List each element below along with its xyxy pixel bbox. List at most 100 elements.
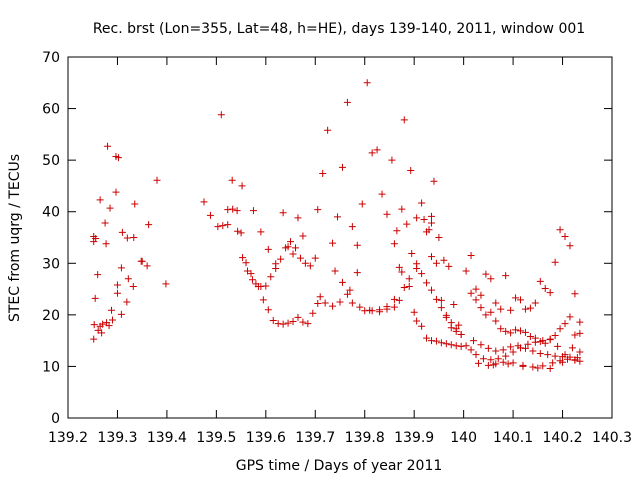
data-point bbox=[279, 209, 287, 217]
x-tick-label: 139.6 bbox=[246, 430, 286, 446]
data-point bbox=[117, 264, 125, 272]
data-point bbox=[418, 270, 426, 278]
data-point bbox=[504, 360, 512, 368]
data-point bbox=[457, 342, 465, 350]
data-point bbox=[521, 305, 529, 313]
data-point bbox=[249, 207, 257, 215]
data-point bbox=[137, 257, 145, 265]
data-point bbox=[90, 321, 98, 329]
data-point bbox=[262, 282, 270, 290]
data-point bbox=[571, 356, 579, 364]
data-point bbox=[388, 156, 396, 164]
data-point bbox=[413, 214, 421, 222]
data-point bbox=[472, 351, 480, 359]
data-point bbox=[252, 280, 260, 288]
data-point bbox=[427, 219, 435, 227]
data-point bbox=[502, 272, 510, 280]
plot-frame bbox=[67, 56, 613, 419]
data-point bbox=[551, 258, 559, 266]
data-point bbox=[571, 290, 579, 298]
y-tick-label: 30 bbox=[42, 256, 60, 272]
y-tick-label: 60 bbox=[42, 102, 60, 118]
data-point bbox=[338, 163, 346, 171]
data-point bbox=[143, 262, 151, 270]
data-point bbox=[455, 321, 463, 329]
data-point bbox=[489, 361, 497, 369]
data-point bbox=[331, 267, 339, 275]
data-point bbox=[229, 205, 237, 213]
data-point bbox=[91, 294, 99, 302]
data-point bbox=[432, 337, 440, 345]
data-point bbox=[98, 329, 106, 337]
data-point bbox=[526, 333, 534, 341]
data-point bbox=[162, 280, 170, 288]
data-point bbox=[284, 319, 292, 327]
data-point bbox=[228, 176, 236, 184]
data-point bbox=[571, 331, 579, 339]
data-point bbox=[467, 252, 475, 260]
y-tick-label: 20 bbox=[42, 308, 60, 324]
data-point bbox=[442, 340, 450, 348]
data-point bbox=[131, 200, 139, 208]
data-point bbox=[102, 240, 110, 248]
data-point bbox=[356, 303, 364, 311]
data-point bbox=[353, 241, 361, 249]
data-point bbox=[343, 98, 351, 106]
data-point bbox=[487, 356, 495, 364]
data-point bbox=[517, 327, 525, 335]
data-point bbox=[549, 359, 557, 367]
data-point bbox=[259, 296, 267, 304]
data-point bbox=[437, 304, 445, 312]
data-point bbox=[497, 305, 505, 313]
data-point bbox=[512, 294, 520, 302]
data-point bbox=[477, 304, 485, 312]
data-point bbox=[418, 199, 426, 207]
data-point bbox=[551, 331, 559, 339]
data-point bbox=[304, 320, 312, 328]
data-point bbox=[106, 204, 114, 212]
data-point bbox=[529, 363, 537, 371]
data-point bbox=[96, 196, 104, 204]
data-point bbox=[462, 342, 470, 350]
data-point bbox=[299, 318, 307, 326]
data-point bbox=[470, 337, 478, 345]
data-point bbox=[546, 364, 554, 372]
data-point bbox=[437, 296, 445, 304]
data-point bbox=[425, 226, 433, 234]
data-point bbox=[109, 316, 117, 324]
data-point bbox=[482, 270, 490, 278]
data-point bbox=[576, 318, 584, 326]
data-point bbox=[224, 206, 232, 214]
data-point bbox=[398, 268, 406, 276]
chart-title: Rec. brst (Lon=355, Lat=48, h=HE), days … bbox=[93, 21, 585, 37]
data-point bbox=[395, 263, 403, 271]
data-point bbox=[398, 205, 406, 213]
x-axis-label: GPS time / Days of year 2011 bbox=[236, 458, 443, 474]
data-point bbox=[494, 355, 502, 363]
data-point bbox=[507, 329, 515, 337]
data-point bbox=[440, 256, 448, 264]
data-point bbox=[206, 211, 214, 219]
data-point bbox=[361, 307, 369, 315]
data-point bbox=[90, 232, 98, 240]
data-point bbox=[294, 313, 302, 321]
data-point bbox=[437, 339, 445, 347]
data-point bbox=[427, 337, 435, 345]
data-point bbox=[497, 325, 505, 333]
data-point bbox=[452, 342, 460, 350]
data-point bbox=[410, 308, 418, 316]
data-point bbox=[376, 306, 384, 314]
x-tick-label: 139.2 bbox=[48, 430, 88, 446]
data-point bbox=[512, 326, 520, 334]
data-point bbox=[368, 149, 376, 157]
x-tick-label: 139.7 bbox=[295, 430, 335, 446]
data-point bbox=[499, 358, 507, 366]
data-point bbox=[338, 278, 346, 286]
data-point bbox=[432, 259, 440, 267]
data-point bbox=[457, 330, 465, 338]
data-point bbox=[130, 234, 138, 241]
x-tick-label: 140.1 bbox=[493, 430, 533, 446]
x-tick-label: 140.2 bbox=[542, 430, 582, 446]
data-point bbox=[104, 142, 112, 150]
